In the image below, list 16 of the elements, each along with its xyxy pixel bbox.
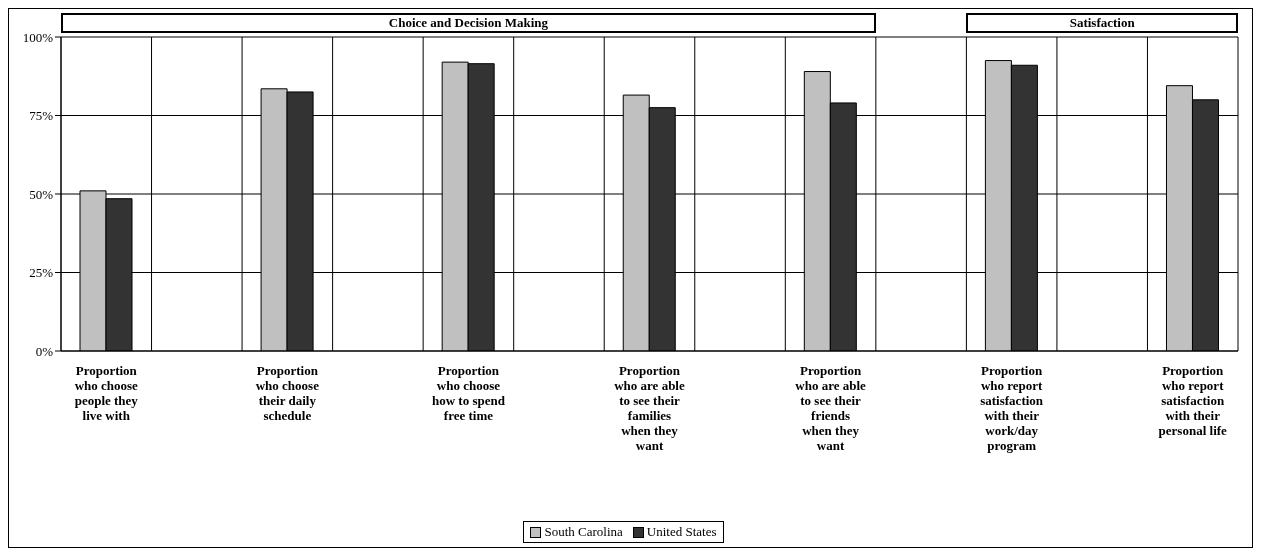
y-tick-label: 50% — [29, 186, 54, 202]
x-tick-label: Proportion who report satisfaction with their work/day program — [980, 363, 1044, 453]
x-tick-label: Proportion who are able to see their families when they want — [614, 363, 685, 453]
legend-label: South Carolina — [543, 524, 623, 540]
legend-label: United States — [645, 524, 717, 540]
y-tick-label: 0% — [35, 343, 54, 359]
x-tick-label: Proportion who choose how to spend free time — [431, 363, 506, 423]
text: Satisfaction — [966, 13, 1238, 33]
y-tick-label: 75% — [29, 108, 54, 124]
y-tick-label: 25% — [29, 265, 54, 281]
x-tick-label: Proportion who are able to see their friends when they want — [795, 363, 867, 453]
x-tick-label: Proportion who choose their daily schedule — [255, 363, 320, 423]
text: Choice and Decision Making — [61, 13, 876, 33]
x-tick-label: Proportion who report satisfaction with their personal life — [1158, 363, 1228, 438]
y-tick-label: 100% — [22, 29, 54, 45]
x-tick-label: Proportion who choose people they live with — [74, 363, 139, 423]
